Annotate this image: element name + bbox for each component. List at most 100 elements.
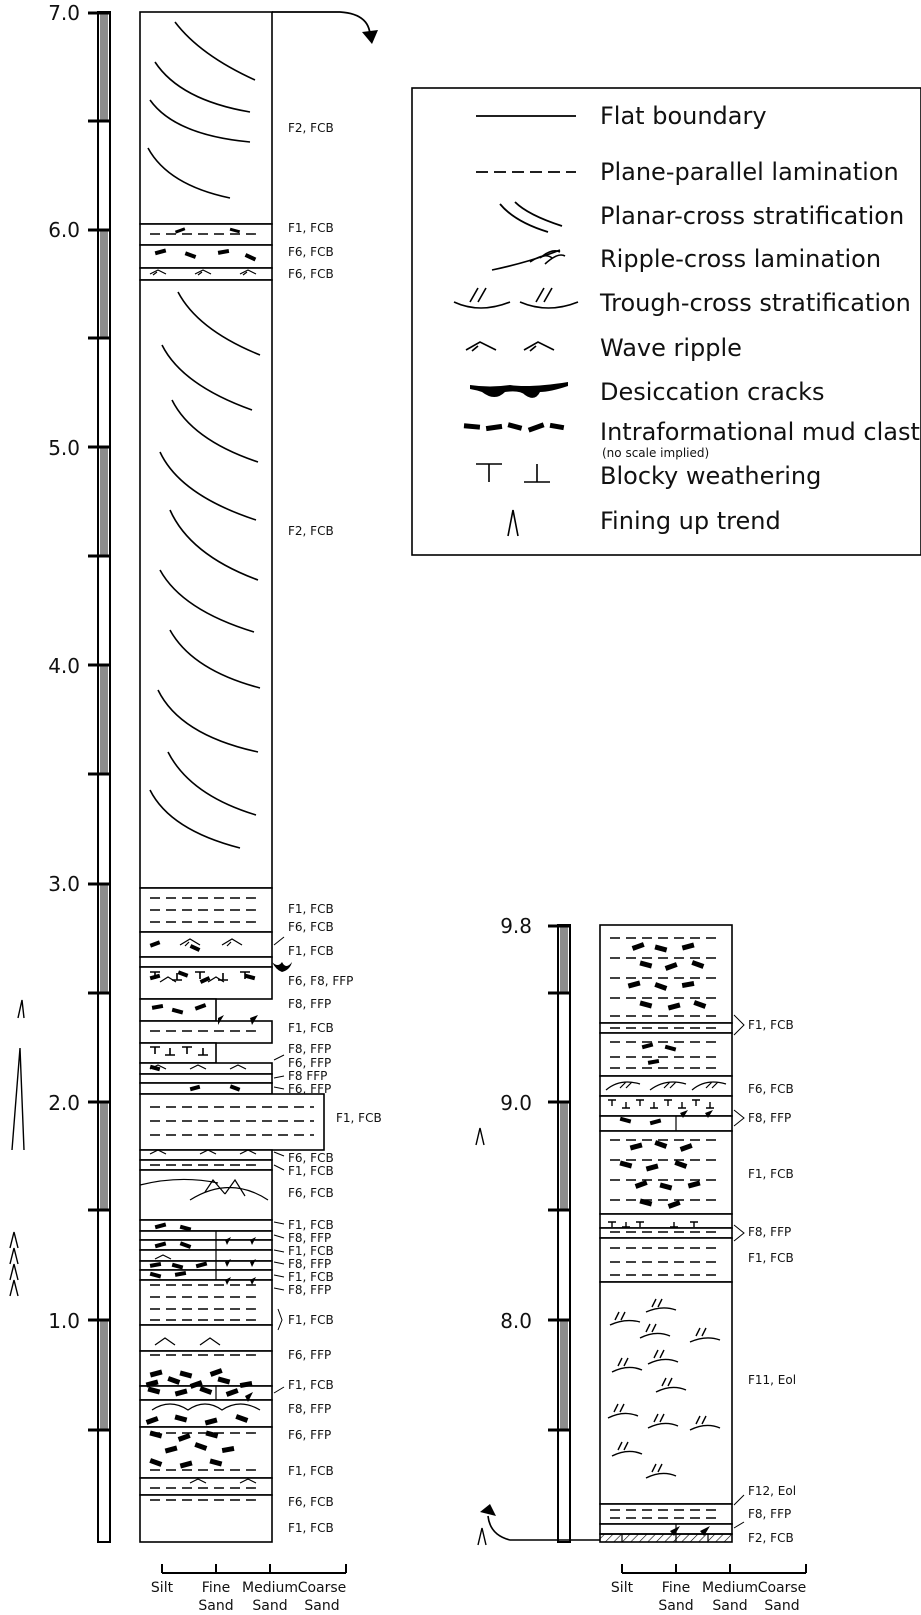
bed-label: F8, FFP: [288, 1231, 331, 1245]
bed-label: F6, FCB: [288, 267, 334, 281]
axis-coarse-1: Coarse: [298, 1580, 347, 1596]
mud-clasts-right: [619, 942, 707, 1209]
bed-label: F1, FCB: [288, 1164, 334, 1178]
trough-cross-strata-right: [607, 1298, 721, 1479]
legend-planar: Planar-cross stratification: [600, 202, 904, 230]
bed-label: F8, FFP: [288, 1257, 331, 1271]
legend-desiccation: Desiccation cracks: [600, 378, 824, 406]
bed-labels-right: F1, FCB F6, FCB F8, FFP F1, FCB F8, FFP …: [748, 1018, 796, 1545]
depth-label-3: 3.0: [48, 872, 80, 896]
legend-blocky: Blocky weathering: [600, 462, 821, 490]
blocky-weathering-right: [608, 1099, 714, 1228]
bed-label: F6, FCB: [288, 1186, 334, 1200]
blocky-weathering-main: [150, 971, 250, 1056]
bed-label: F8, FFP: [748, 1111, 791, 1125]
bed-label: F11, Eol: [748, 1373, 796, 1387]
axis-fine-2: Sand: [198, 1598, 233, 1614]
bed-label: F6, FFP: [288, 1082, 331, 1096]
wave-ripple-icon: [465, 341, 555, 352]
bed-labels-main: F2, FCB F1, FCB F6, FCB F6, FCB F2, FCB …: [288, 121, 382, 1535]
depth-label-6: 6.0: [48, 218, 80, 242]
bed-label: F1, FCB: [288, 1244, 334, 1258]
legend-mud-note: (no scale implied): [602, 446, 709, 460]
grain-size-axis-main: [161, 1564, 347, 1574]
bed-label: F6, FCB: [288, 1151, 334, 1165]
main-scale-bar: [88, 11, 111, 1543]
label-leaders-right: [733, 1014, 745, 1529]
bed-label: F8, FFP: [288, 997, 331, 1011]
depth-label-4: 4.0: [48, 654, 80, 678]
planar-cross-strata-upper: [147, 21, 256, 199]
bed-label: F1, FCB: [288, 1464, 334, 1478]
ripples-right: [605, 1081, 727, 1091]
axis-medium-1-right: Medium: [702, 1580, 758, 1596]
axis-silt: Silt: [151, 1580, 174, 1596]
right-column: [599, 924, 733, 1543]
axis-fine-2-right: Sand: [658, 1598, 693, 1614]
legend-wave: Wave ripple: [600, 334, 742, 362]
depth-label-8-0: 8.0: [500, 1309, 532, 1333]
bed-label: F1, FCB: [288, 1021, 334, 1035]
legend-plane: Plane-parallel lamination: [600, 158, 899, 186]
bed-label: F1, FCB: [288, 1218, 334, 1232]
legend-trough: Trough-cross stratification: [599, 289, 911, 317]
bed-label: F1, FCB: [288, 944, 334, 958]
bed-label: F1, FCB: [336, 1111, 382, 1125]
depth-label-9-0: 9.0: [500, 1091, 532, 1115]
depth-label-1: 1.0: [48, 1309, 80, 1333]
bed-label: F8, FFP: [288, 1042, 331, 1056]
bed-label: F8, FFP: [288, 1402, 331, 1416]
mud-clasts-main: [145, 227, 257, 1469]
desiccation-cracks-right: [670, 1110, 713, 1536]
right-scale-bar: [548, 924, 571, 1543]
bed-label: F6, FCB: [288, 245, 334, 259]
axis-coarse-2: Sand: [304, 1598, 339, 1614]
axis-coarse-1-right: Coarse: [758, 1580, 807, 1596]
legend-fining: Fining up trend: [600, 507, 781, 535]
bed-label: F1, FCB: [288, 1378, 334, 1392]
depth-label-2: 2.0: [48, 1091, 80, 1115]
bed-label: F1, FCB: [288, 1521, 334, 1535]
legend: Flat boundary Plane-parallel lamination …: [411, 87, 921, 556]
column-dividers-right: [621, 1116, 709, 1542]
bed-label: F6, FCB: [288, 920, 334, 934]
axis-silt-right: Silt: [611, 1580, 634, 1596]
bed-label: F2, FCB: [288, 524, 334, 538]
bed-label: F1, FCB: [748, 1018, 794, 1032]
depth-label-5: 5.0: [48, 436, 80, 460]
trough-cross-icon: [453, 287, 579, 309]
fining-up-icon: [507, 509, 519, 537]
bed-label: F6, FFP: [288, 1428, 331, 1442]
bed-label: F2, FCB: [748, 1531, 794, 1545]
bed-label: F2, FCB: [288, 121, 334, 135]
connector-curve: [487, 1515, 600, 1541]
axis-fine-1: Fine: [202, 1580, 230, 1596]
legend-mud-clasts: Intraformational mud clasts: [600, 418, 921, 446]
connector-arrowhead: [480, 1504, 496, 1516]
legend-ripple: Ripple-cross lamination: [600, 245, 881, 273]
fining-up-right: [475, 1127, 485, 1146]
bed-label: F8, FFP: [288, 1283, 331, 1297]
fining-up-trends: [9, 999, 25, 1297]
bed-label: F1, FCB: [748, 1251, 794, 1265]
bed-label: F6, FFP: [288, 1348, 331, 1362]
desiccation-cracks-main: [218, 962, 292, 1402]
planar-cross-icon: [499, 201, 563, 233]
grain-size-axis-right: [621, 1564, 807, 1574]
bed-label: F6, F8, FFP: [288, 974, 353, 988]
continuation-arrowhead: [362, 30, 378, 44]
bed-label: F8 FFP: [288, 1069, 327, 1083]
planar-cross-strata-main: [149, 291, 261, 849]
bed-label: F1, FCB: [288, 1270, 334, 1284]
bed-label: F12, Eol: [748, 1484, 796, 1498]
bed-label: F6, FCB: [288, 1495, 334, 1509]
bed-label: F1, FCB: [748, 1167, 794, 1181]
bed-label: F6, FFP: [288, 1056, 331, 1070]
blocky-weathering-icon: [476, 463, 550, 483]
axis-medium-2: Sand: [252, 1598, 287, 1614]
fining-up-base: [477, 1527, 487, 1546]
plane-lamination-right: [610, 937, 722, 1519]
bed-label: F8, FFP: [748, 1225, 791, 1239]
bed-label: F1, FCB: [288, 1313, 334, 1327]
